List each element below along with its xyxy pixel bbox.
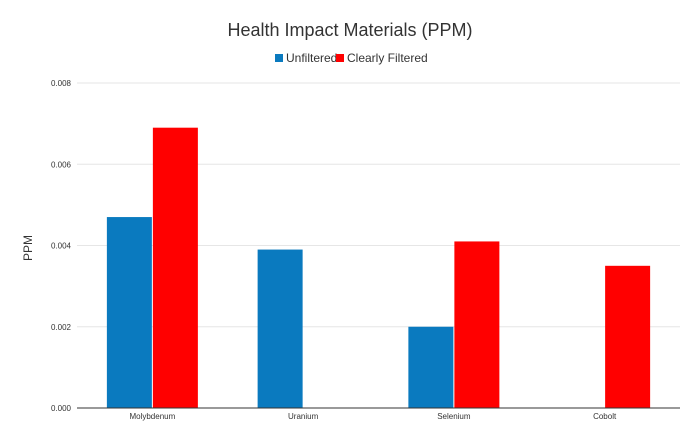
legend-swatch-unfiltered bbox=[275, 54, 283, 62]
y-tick-label: 0.008 bbox=[51, 79, 72, 88]
chart-title: Health Impact Materials (PPM) bbox=[227, 20, 472, 40]
x-tick-labels: Molybdenum Uranium Selenium Cobolt bbox=[129, 412, 616, 421]
bar-unfiltered-uranium bbox=[257, 249, 303, 408]
bar-clearly-filtered-cobolt bbox=[605, 265, 651, 408]
bar-clearly-filtered-molybdenum bbox=[152, 127, 198, 408]
y-tick-label: 0.004 bbox=[51, 242, 72, 251]
bar-unfiltered-molybdenum bbox=[106, 217, 152, 408]
bars bbox=[106, 127, 651, 408]
bar-unfiltered-selenium bbox=[408, 326, 454, 408]
legend-label-clearly-filtered: Clearly Filtered bbox=[347, 51, 428, 65]
x-tick-label: Selenium bbox=[437, 412, 471, 421]
y-tick-label: 0.002 bbox=[51, 323, 72, 332]
x-tick-label: Molybdenum bbox=[129, 412, 175, 421]
y-tick-label: 0.006 bbox=[51, 160, 72, 169]
bar-clearly-filtered-selenium bbox=[454, 241, 500, 408]
y-tick-labels: 0.000 0.002 0.004 0.006 0.008 bbox=[51, 79, 72, 413]
x-tick-label: Uranium bbox=[288, 412, 319, 421]
legend-swatch-clearly-filtered bbox=[336, 54, 344, 62]
legend: Unfiltered Clearly Filtered bbox=[275, 51, 428, 65]
legend-label-unfiltered: Unfiltered bbox=[286, 51, 337, 65]
x-tick-label: Cobolt bbox=[593, 412, 617, 421]
y-axis-label: PPM bbox=[21, 235, 35, 261]
y-tick-label: 0.000 bbox=[51, 404, 72, 413]
